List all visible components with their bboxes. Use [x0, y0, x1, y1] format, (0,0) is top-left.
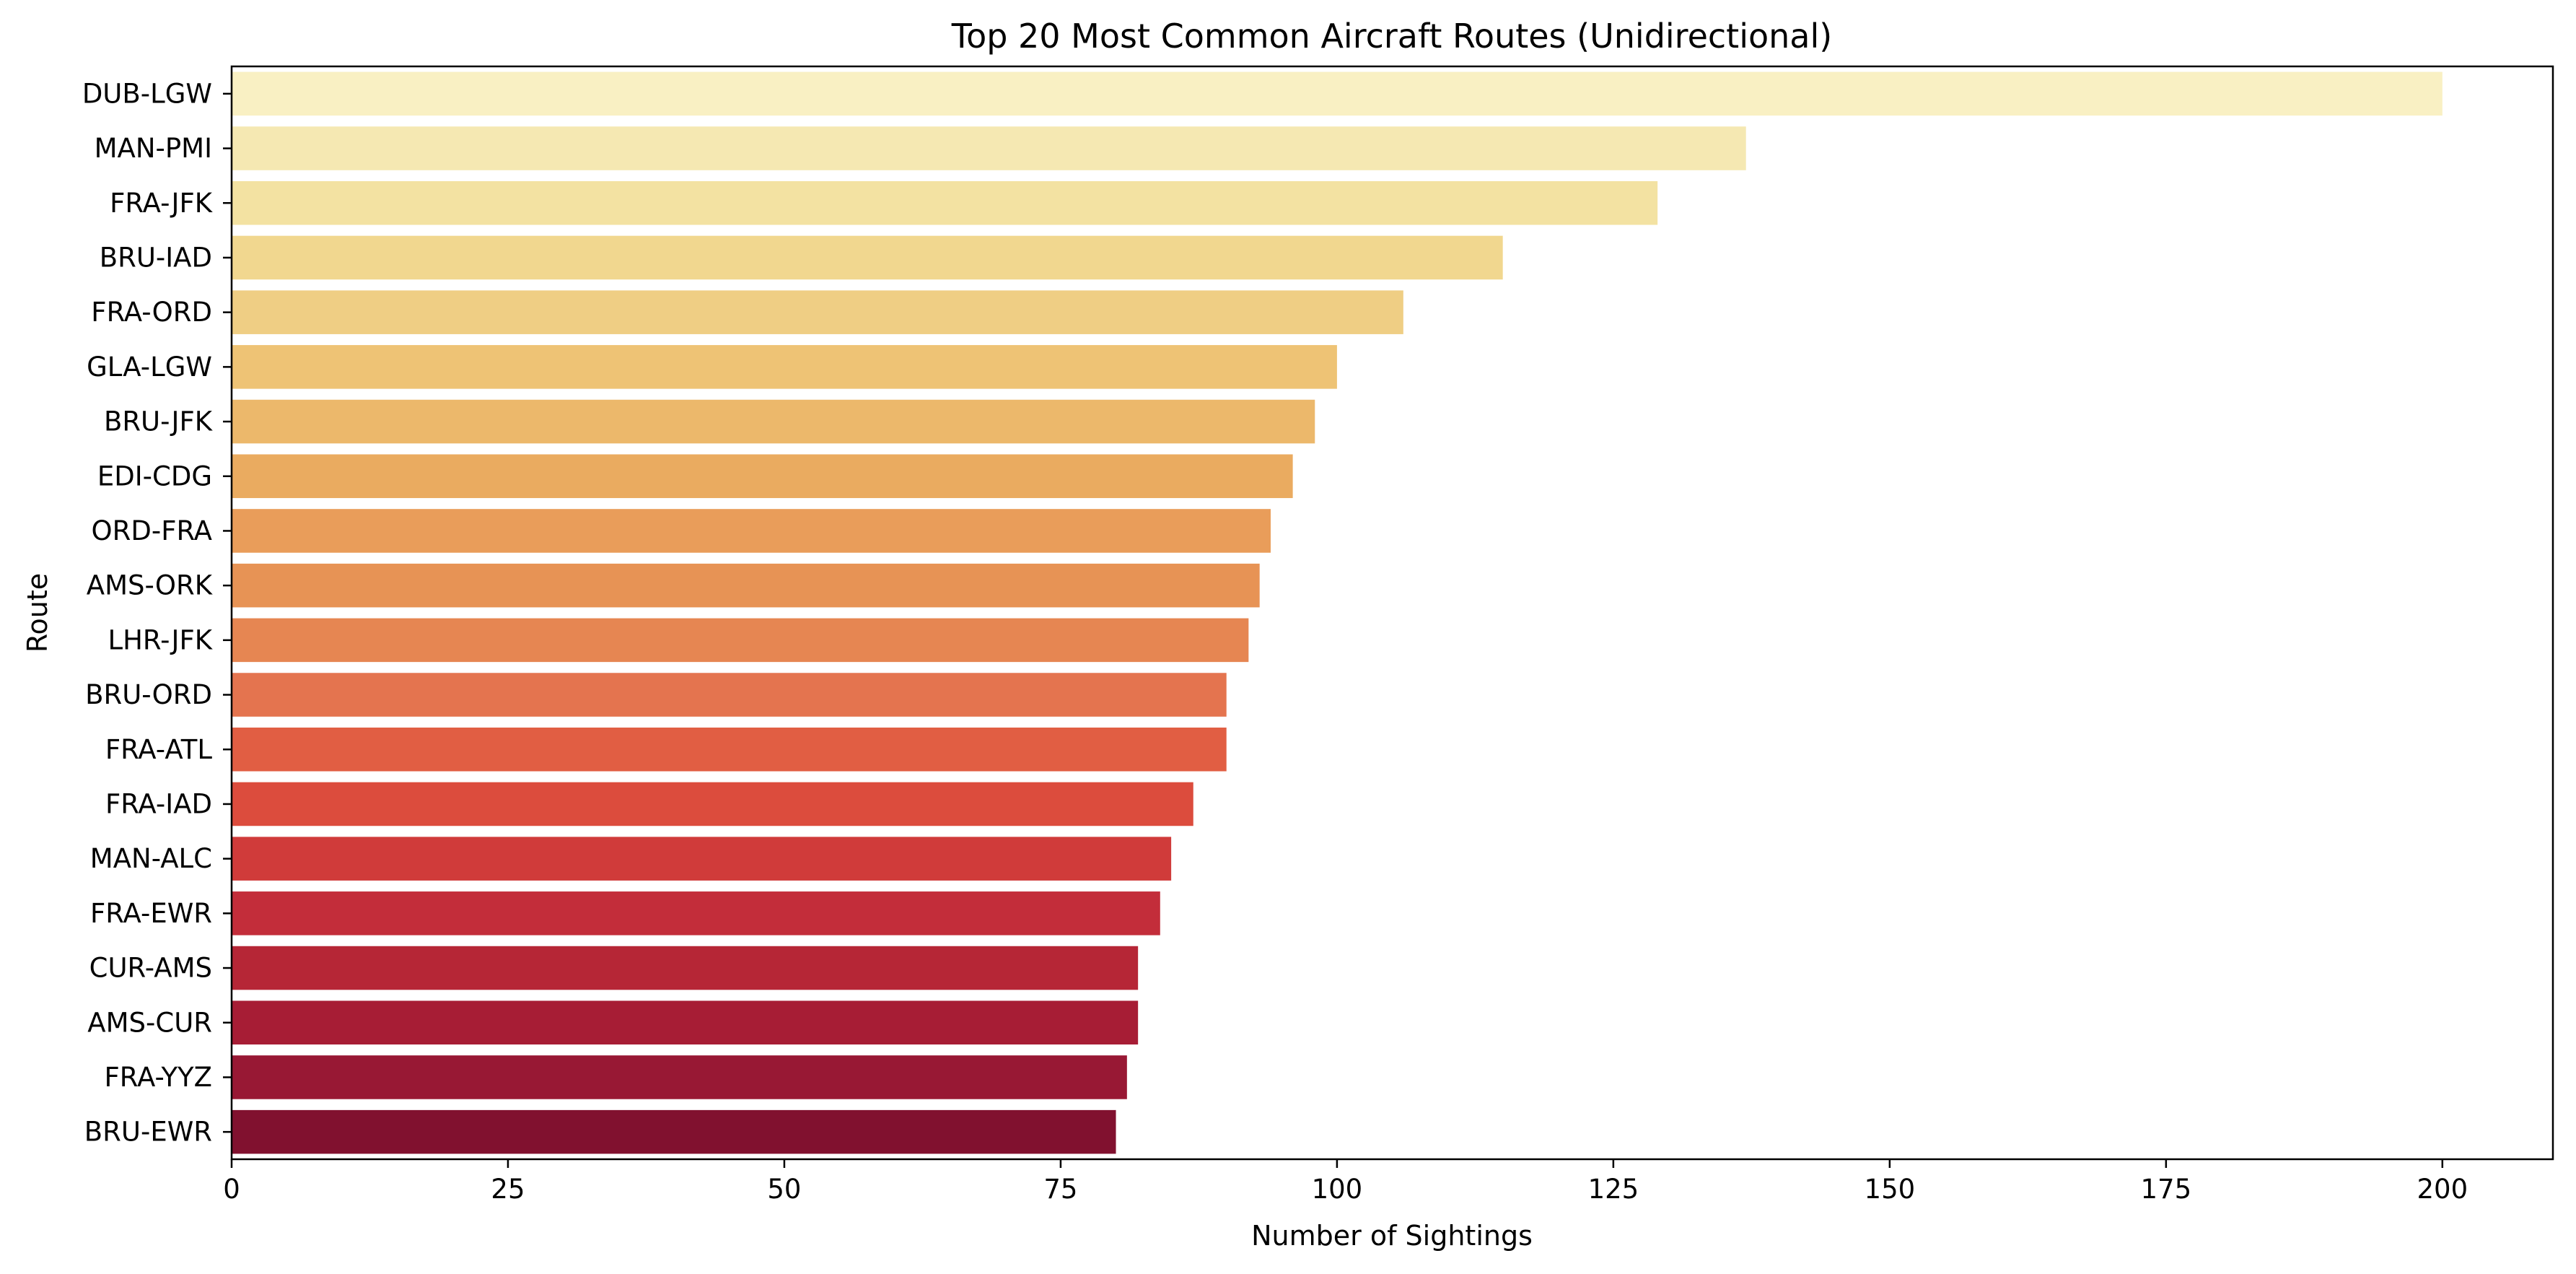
- bar-bru-iad: [232, 235, 1503, 280]
- bar-bru-ord: [232, 673, 1227, 717]
- y-tick-label: EDI-CDG: [97, 461, 212, 492]
- x-tick-label: 150: [1865, 1174, 1916, 1205]
- x-tick-label: 75: [1043, 1174, 1077, 1205]
- x-tick-label: 50: [767, 1174, 801, 1205]
- y-tick-label: MAN-ALC: [90, 843, 212, 874]
- x-tick-label: 125: [1588, 1174, 1639, 1205]
- bar-cur-ams: [232, 946, 1139, 990]
- bar-ord-fra: [232, 509, 1271, 553]
- y-tick-label: ORD-FRA: [92, 515, 212, 546]
- y-tick-label: FRA-ATL: [105, 734, 213, 765]
- y-tick-label: FRA-ORD: [91, 297, 212, 328]
- y-tick-label: BRU-ORD: [85, 679, 212, 710]
- y-tick-label: GLA-LGW: [87, 352, 212, 383]
- y-tick-label: BRU-IAD: [100, 242, 212, 273]
- bar-fra-ewr: [232, 891, 1160, 935]
- y-tick-label: CUR-AMS: [89, 953, 212, 984]
- bar-fra-iad: [232, 782, 1193, 826]
- x-tick-label: 25: [491, 1174, 525, 1205]
- y-tick-label: FRA-IAD: [105, 788, 212, 819]
- y-tick-label: DUB-LGW: [82, 78, 212, 109]
- bar-bru-ewr: [232, 1109, 1116, 1154]
- bar-ams-ork: [232, 563, 1260, 608]
- y-tick-label: FRA-YYZ: [105, 1062, 213, 1093]
- y-axis-ticks: DUB-LGW MAN-PMI FRA-JFK BRU-IAD FRA-ORD GLA-L…: [82, 78, 232, 1148]
- x-axis-ticks: 0 25 50 75 100 125 150 175 200: [223, 1159, 2468, 1205]
- y-tick-label: AMS-CUR: [87, 1007, 212, 1038]
- bar-gla-lgw: [232, 345, 1337, 389]
- y-tick-label: BRU-JFK: [104, 406, 214, 437]
- y-axis-label: Route: [22, 573, 53, 653]
- y-tick-label: BRU-EWR: [84, 1117, 212, 1148]
- bar-fra-ord: [232, 290, 1403, 334]
- bar-man-alc: [232, 837, 1172, 881]
- x-axis-label: Number of Sightings: [1251, 1220, 1533, 1252]
- bars: [232, 71, 2443, 1154]
- y-tick-label: FRA-EWR: [90, 898, 212, 929]
- bar-lhr-jfk: [232, 618, 1249, 663]
- y-tick-label: LHR-JFK: [108, 624, 213, 655]
- bar-dub-lgw: [232, 71, 2443, 116]
- bar-bru-jfk: [232, 399, 1315, 444]
- y-tick-label: MAN-PMI: [95, 133, 212, 164]
- bar-fra-atl: [232, 727, 1227, 772]
- bar-fra-yyz: [232, 1055, 1127, 1099]
- y-tick-label: AMS-ORK: [87, 570, 214, 601]
- y-tick-label: FRA-JFK: [110, 188, 214, 219]
- x-tick-label: 100: [1312, 1174, 1363, 1205]
- bar-man-pmi: [232, 126, 1746, 170]
- x-tick-label: 175: [2141, 1174, 2192, 1205]
- bar-edi-cdg: [232, 454, 1293, 499]
- x-tick-label: 0: [223, 1174, 240, 1205]
- plot-frame: [230, 65, 2554, 1161]
- bar-fra-jfk: [232, 180, 1658, 225]
- x-tick-label: 200: [2417, 1174, 2468, 1205]
- chart-title: Top 20 Most Common Aircraft Routes (Unid…: [951, 17, 1832, 56]
- bar-ams-cur: [232, 1000, 1139, 1045]
